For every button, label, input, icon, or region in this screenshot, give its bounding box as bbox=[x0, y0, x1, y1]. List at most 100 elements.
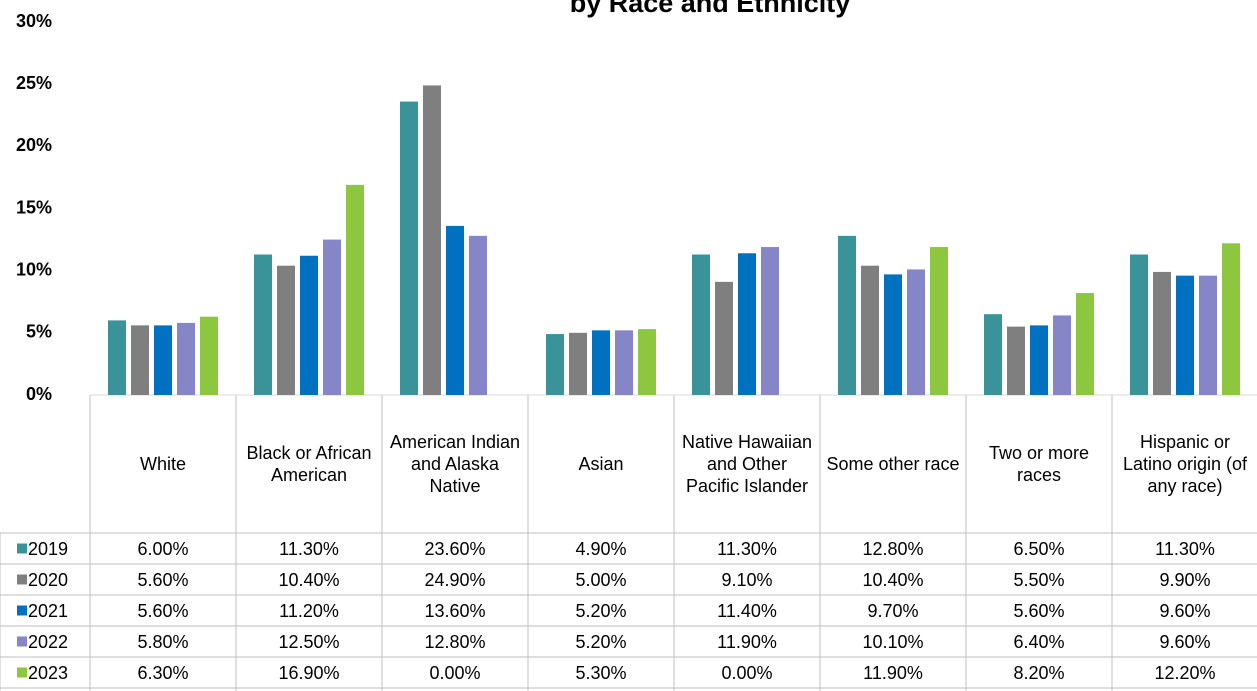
table-value: 12.80% bbox=[862, 538, 924, 559]
bar bbox=[177, 322, 195, 395]
table-value: 13.60% bbox=[424, 600, 486, 621]
bar bbox=[592, 330, 610, 395]
table-value: 6.30% bbox=[137, 662, 189, 683]
table-value: 0.00% bbox=[429, 662, 481, 683]
x-tick-label: American Indian and Alaska Native bbox=[389, 432, 521, 496]
bar bbox=[277, 265, 295, 395]
table-value: 11.30% bbox=[1155, 538, 1215, 559]
x-tick-label: Native Hawaiian and Other Pacific Island… bbox=[681, 432, 813, 496]
table-value: 23.60% bbox=[424, 538, 486, 559]
table-value: 11.30% bbox=[717, 538, 777, 559]
bar bbox=[861, 265, 879, 395]
table-value: 9.70% bbox=[867, 600, 919, 621]
table-value: 9.60% bbox=[1159, 600, 1211, 621]
bar bbox=[1199, 275, 1217, 395]
table-value: 5.80% bbox=[137, 631, 189, 652]
bar bbox=[108, 320, 126, 395]
table-value: 5.60% bbox=[137, 600, 189, 621]
legend-swatch bbox=[17, 574, 27, 585]
table-value: 8.20% bbox=[1013, 662, 1065, 683]
bar bbox=[546, 334, 564, 395]
table-value: 10.40% bbox=[278, 569, 340, 590]
table-value: 5.60% bbox=[1013, 600, 1065, 621]
bar bbox=[738, 253, 756, 395]
bar bbox=[1076, 293, 1094, 395]
x-tick-label: Asian bbox=[578, 454, 624, 474]
bar bbox=[154, 325, 172, 395]
bar bbox=[1053, 315, 1071, 395]
bar bbox=[469, 235, 487, 395]
bar bbox=[1153, 271, 1171, 395]
legend-swatch bbox=[17, 605, 27, 616]
table-value: 10.40% bbox=[862, 569, 924, 590]
bar bbox=[1130, 254, 1148, 395]
bar bbox=[346, 184, 364, 395]
legend-label: 2023 bbox=[28, 662, 69, 683]
y-tick-label: 15% bbox=[16, 197, 52, 217]
x-tick-label: Hispanic or Latino origin (of any race) bbox=[1122, 432, 1248, 496]
table-value: 11.40% bbox=[717, 600, 777, 621]
table-value: 9.90% bbox=[1159, 569, 1211, 590]
bar bbox=[1176, 275, 1194, 395]
y-tick-label: 5% bbox=[26, 322, 52, 342]
table-value: 0.00% bbox=[721, 662, 773, 683]
bar bbox=[715, 281, 733, 395]
x-tick-label: Two or more races bbox=[988, 443, 1090, 485]
table-value: 5.60% bbox=[137, 569, 189, 590]
table-value: 6.00% bbox=[137, 538, 189, 559]
bar bbox=[423, 85, 441, 395]
x-tick-label: Black or African American bbox=[246, 443, 372, 485]
table-value: 12.50% bbox=[278, 631, 340, 652]
legend-label: 2021 bbox=[28, 600, 69, 621]
bar bbox=[907, 269, 925, 395]
bar bbox=[569, 332, 587, 395]
table-value: 6.40% bbox=[1013, 631, 1065, 652]
table-value: 6.50% bbox=[1013, 538, 1065, 559]
bar bbox=[884, 274, 902, 395]
legend-swatch bbox=[17, 543, 27, 554]
legend-label: 2020 bbox=[28, 569, 69, 590]
bar bbox=[200, 316, 218, 395]
table-value: 9.10% bbox=[721, 569, 773, 590]
bar bbox=[131, 325, 149, 395]
table-value: 16.90% bbox=[278, 662, 340, 683]
bar bbox=[615, 330, 633, 395]
bar bbox=[638, 329, 656, 395]
table-value: 11.90% bbox=[863, 662, 923, 683]
table-value: 5.00% bbox=[575, 569, 627, 590]
chart-title: by Race and Ethnicity bbox=[570, 0, 851, 18]
bar bbox=[400, 101, 418, 395]
bar bbox=[1222, 243, 1240, 395]
y-tick-label: 0% bbox=[26, 384, 52, 404]
legend-swatch bbox=[17, 636, 27, 647]
x-tick-label: Some other race bbox=[826, 454, 960, 474]
y-tick-label: 30% bbox=[16, 11, 52, 31]
bar bbox=[838, 235, 856, 395]
table-value: 11.90% bbox=[717, 631, 777, 652]
table-value: 10.10% bbox=[862, 631, 924, 652]
bar bbox=[446, 225, 464, 395]
bar bbox=[692, 254, 710, 395]
table-value: 24.90% bbox=[424, 569, 486, 590]
bar bbox=[984, 314, 1002, 395]
table-value: 11.20% bbox=[279, 600, 339, 621]
legend-label: 2019 bbox=[28, 538, 69, 559]
table-value: 4.90% bbox=[575, 538, 627, 559]
x-tick-label: White bbox=[139, 454, 186, 474]
bar bbox=[254, 254, 272, 395]
table-value: 5.50% bbox=[1013, 569, 1065, 590]
bar bbox=[1030, 325, 1048, 395]
table-value: 5.20% bbox=[575, 631, 627, 652]
table-value: 9.60% bbox=[1159, 631, 1211, 652]
bar bbox=[300, 255, 318, 395]
table-value: 5.20% bbox=[575, 600, 627, 621]
y-tick-label: 20% bbox=[16, 135, 52, 155]
table-value: 5.30% bbox=[575, 662, 627, 683]
bar bbox=[323, 239, 341, 395]
y-tick-label: 25% bbox=[16, 73, 52, 93]
legend-swatch bbox=[17, 667, 27, 678]
legend-label: 2022 bbox=[28, 631, 69, 652]
bar bbox=[761, 247, 779, 395]
